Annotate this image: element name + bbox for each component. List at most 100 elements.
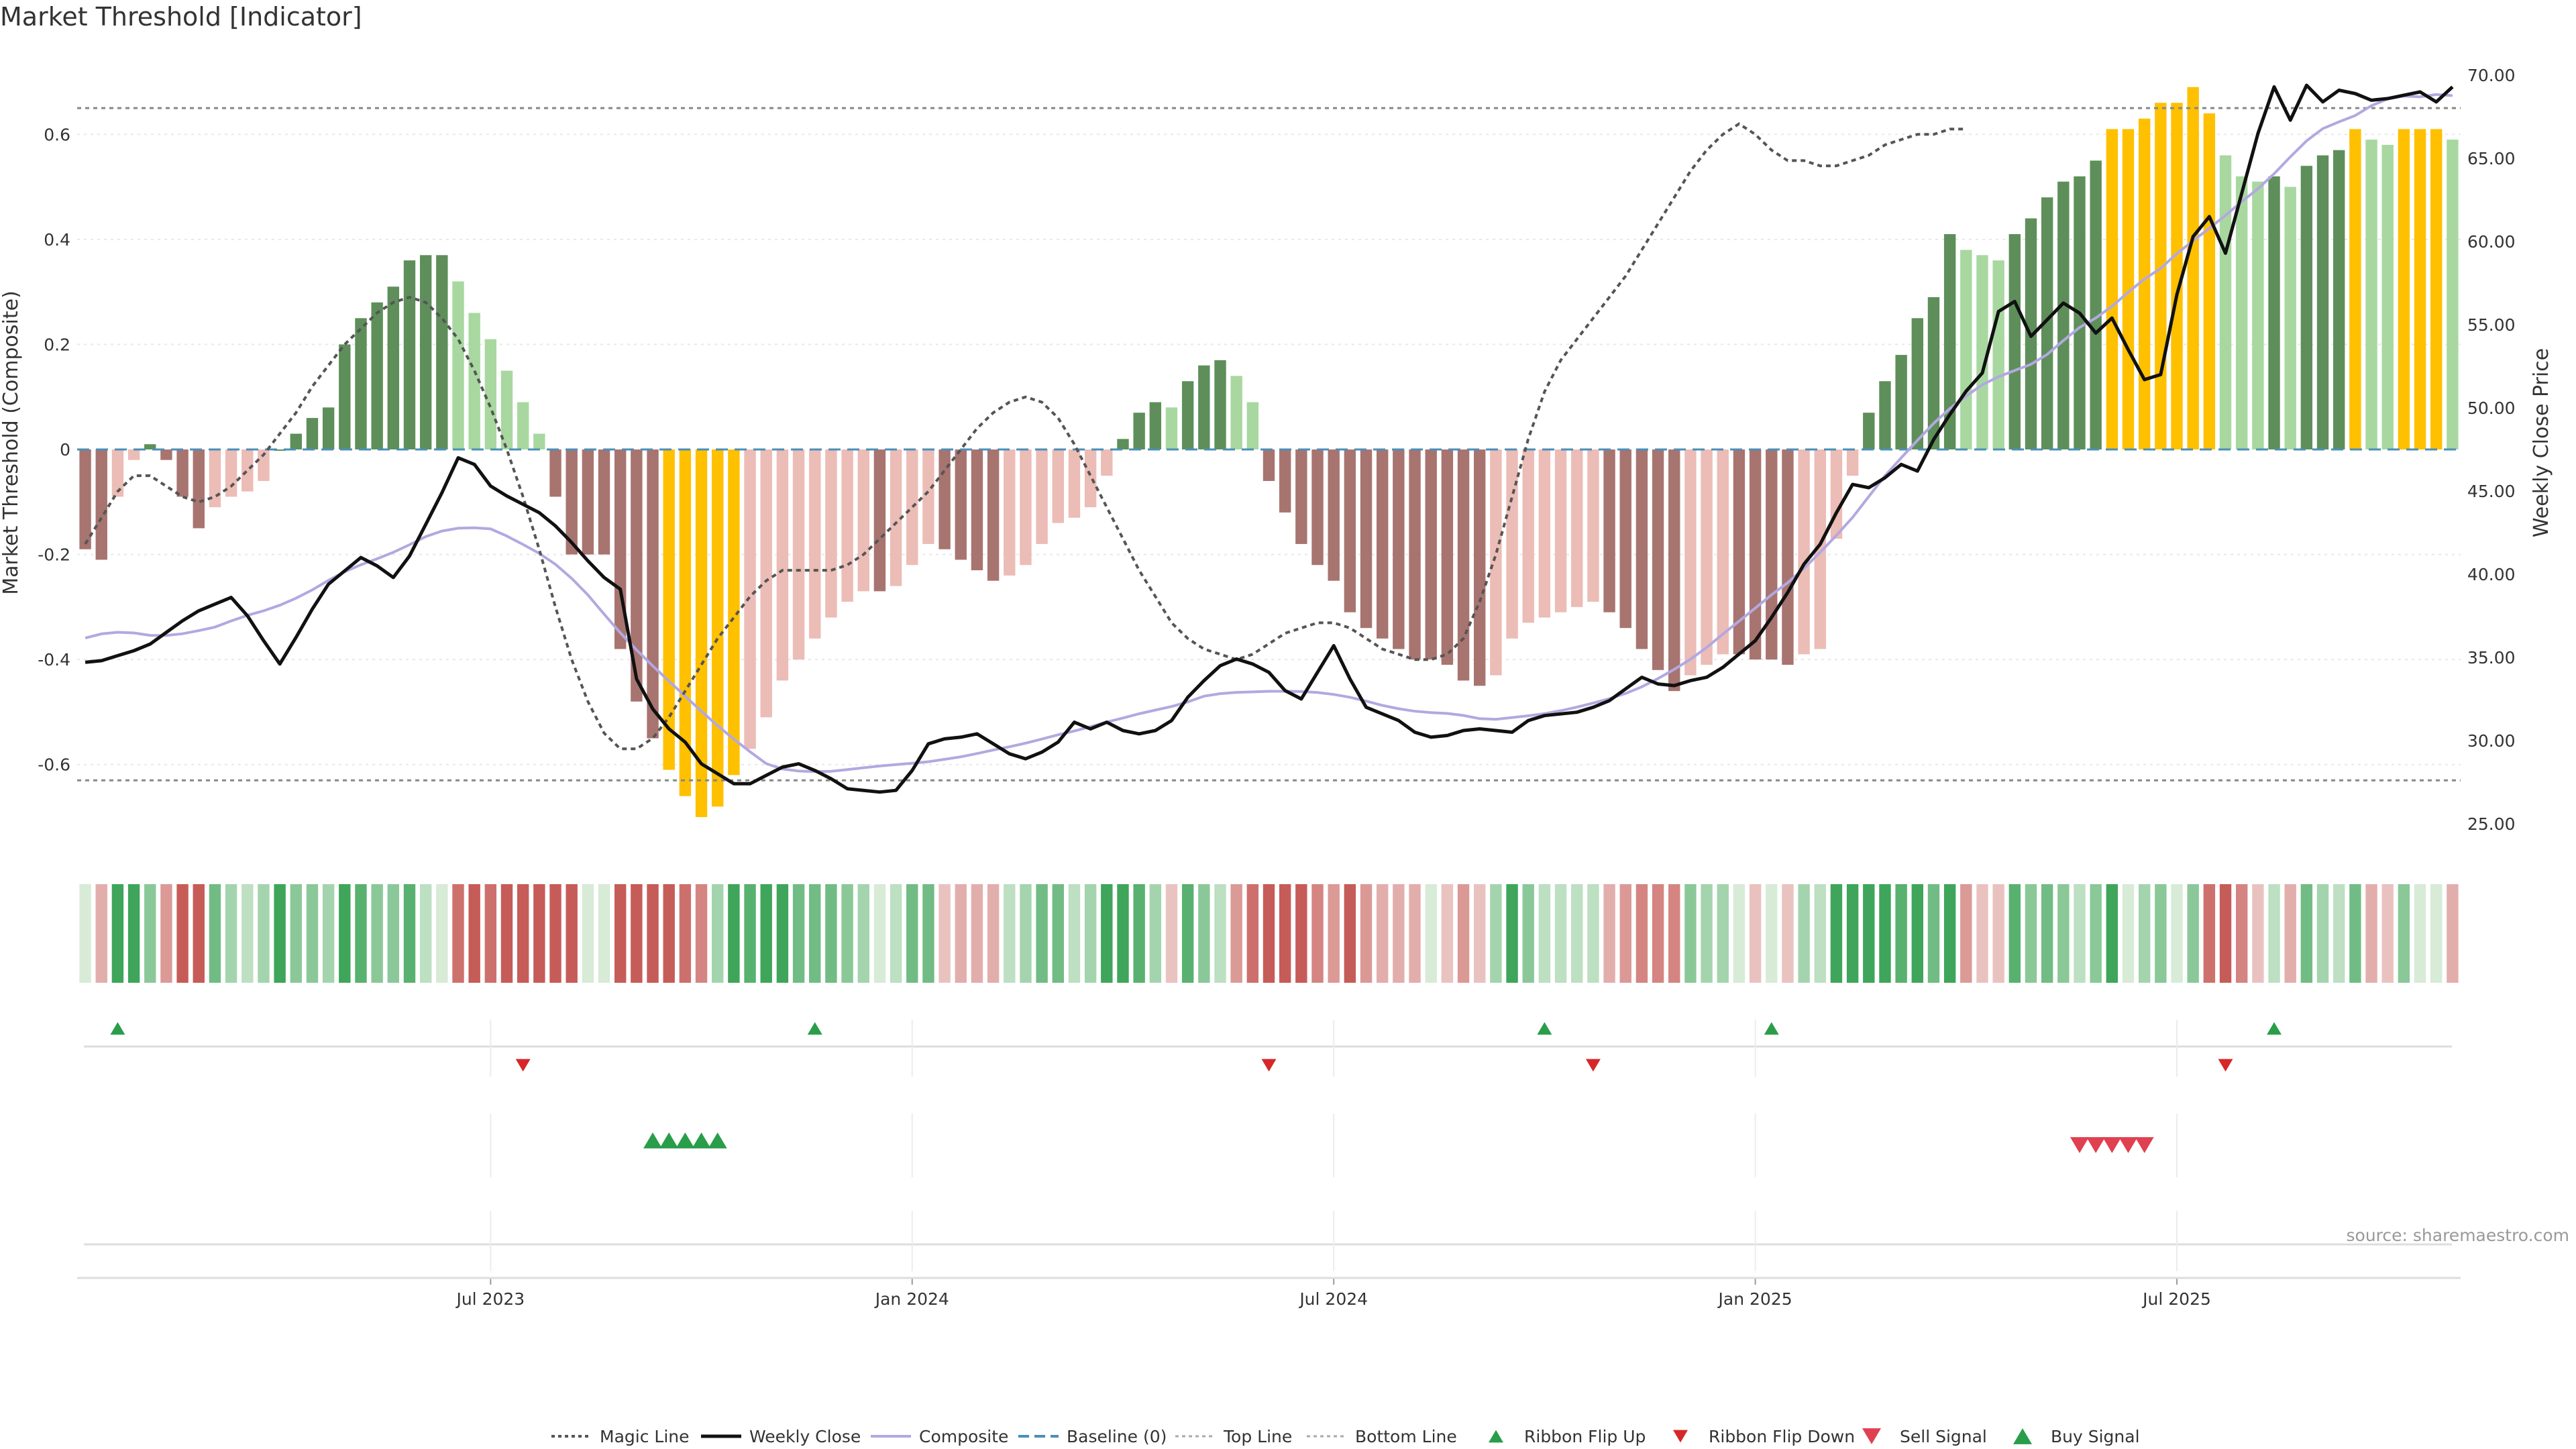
ribbon-cell-139 [2333, 884, 2345, 983]
ribbon-flip-up-marker-1 [807, 1022, 822, 1035]
composite-bar-13 [290, 433, 302, 449]
composite-bar-67 [1165, 407, 1178, 449]
buy-signal-marker-2 [676, 1132, 695, 1148]
ribbon-cell-69 [1198, 884, 1210, 983]
ribbon-cell-106 [1798, 884, 1810, 983]
series-lines [77, 83, 2461, 794]
ribbon-cell-22 [436, 884, 448, 983]
ribbon-cell-74 [1279, 884, 1291, 983]
composite-bar-97 [1652, 449, 1664, 670]
ribbon-flip-up-marker-2 [1537, 1022, 1552, 1035]
composite-bar-118 [1992, 260, 2004, 449]
composite-bar-115 [1943, 234, 1956, 449]
composite-bar-146 [2447, 140, 2459, 449]
ribbon-cell-24 [468, 884, 480, 983]
composite-bar-131 [2203, 113, 2216, 449]
ribbon-cell-73 [1263, 884, 1275, 983]
composite-bar-87 [1490, 449, 1502, 676]
composite-bar-3 [127, 449, 140, 460]
ribbon-cell-87 [1490, 884, 1502, 983]
composite-bar-59 [1036, 449, 1048, 544]
ribbon-cell-134 [2252, 884, 2264, 983]
composite-bar-101 [1717, 449, 1729, 655]
composite-bar-114 [1927, 297, 1940, 449]
ribbon-cell-68 [1181, 884, 1194, 983]
composite-bar-36 [663, 449, 675, 770]
right-tick-label-5: 45.00 [2467, 482, 2516, 501]
ribbon-cell-9 [225, 884, 237, 983]
composite-bar-0 [79, 449, 91, 549]
composite-bar-112 [1895, 355, 1907, 449]
ribbon-cell-5 [160, 884, 172, 983]
composite-bar-102 [1733, 449, 1746, 655]
ribbon-cell-88 [1506, 884, 1518, 983]
composite-bar-72 [1246, 402, 1259, 449]
ribbon-cell-90 [1538, 884, 1551, 983]
ribbon-cell-53 [938, 884, 951, 983]
x-tick-label-3: Jan 2025 [1717, 1289, 1792, 1309]
composite-bar-30 [566, 449, 578, 555]
composite-bar-137 [2300, 166, 2313, 449]
legend-label-4: Top Line [1223, 1427, 1292, 1446]
composite-bar-40 [728, 449, 740, 775]
source-credit: source: sharemaestro.com [2347, 1226, 2570, 1245]
composite-bar-86 [1474, 449, 1486, 686]
composite-bar-135 [2268, 176, 2280, 449]
composite-bar-81 [1393, 449, 1405, 649]
composite-bar-74 [1279, 449, 1291, 513]
ribbon-cell-28 [533, 884, 545, 983]
legend-swatch-flip-down [1673, 1430, 1688, 1443]
composite-bar-4 [144, 444, 156, 449]
right-tick-label-0: 70.00 [2467, 66, 2516, 85]
ribbon-cell-114 [1927, 884, 1940, 983]
ribbon-cell-146 [2447, 884, 2459, 983]
ribbon-cell-91 [1554, 884, 1567, 983]
axes: 0.6 0.4 0.2 0 -0.2 -0.4 -0.6 70.00 65.00 60.00 55.… [38, 66, 2515, 1309]
composite-bar-11 [258, 449, 270, 481]
legend-swatch-flip-up [1489, 1430, 1503, 1443]
ribbon-cell-58 [1020, 884, 1032, 983]
composite-bar-85 [1457, 449, 1470, 681]
ribbon-cell-60 [1052, 884, 1064, 983]
composite-bar-129 [2171, 103, 2183, 449]
legend-item-2: Composite [871, 1427, 1008, 1446]
composite-bar-6 [176, 449, 189, 497]
composite-bar-79 [1360, 449, 1373, 629]
ribbon-cell-98 [1668, 884, 1680, 983]
legend: Magic Line Weekly Close Composite Baseline … [551, 1427, 2140, 1446]
ribbon-cell-37 [679, 884, 692, 983]
signal-markers [77, 1020, 2461, 1279]
composite-bar-83 [1425, 449, 1437, 660]
ribbon-cell-4 [144, 884, 156, 983]
left-tick-label-3: 0 [60, 440, 70, 460]
composite-bar-80 [1376, 449, 1389, 639]
composite-bar-105 [1782, 449, 1794, 665]
ribbon-cell-48 [857, 884, 869, 983]
ribbon-cell-17 [355, 884, 367, 983]
composite-bar-104 [1766, 449, 1778, 660]
left-tick-label-6: -0.6 [38, 755, 70, 775]
ribbon-cell-131 [2203, 884, 2216, 983]
ribbon-cell-32 [598, 884, 610, 983]
composite-bar-138 [2316, 155, 2329, 449]
legend-item-3: Baseline (0) [1018, 1427, 1167, 1446]
ribbon-cell-115 [1943, 884, 1956, 983]
composite-bar-61 [1068, 449, 1081, 518]
ribbon-flip-down-marker-0 [515, 1059, 531, 1072]
composite-bar-41 [744, 449, 756, 749]
composite-bar-132 [2219, 155, 2232, 449]
ribbon-cell-13 [290, 884, 302, 983]
ribbon-cell-16 [339, 884, 351, 983]
composite-bar-122 [2057, 181, 2070, 449]
ribbon-cell-62 [1084, 884, 1097, 983]
ribbon-cell-120 [2025, 884, 2037, 983]
right-tick-label-3: 55.00 [2467, 315, 2516, 335]
composite-bar-43 [776, 449, 789, 681]
ribbon-cell-21 [419, 884, 432, 983]
composite-bar-75 [1295, 449, 1307, 544]
ribbon-cell-128 [2155, 884, 2167, 983]
ribbon-cell-95 [1619, 884, 1631, 983]
ribbon-cell-44 [792, 884, 805, 983]
ribbon-cell-33 [614, 884, 627, 983]
